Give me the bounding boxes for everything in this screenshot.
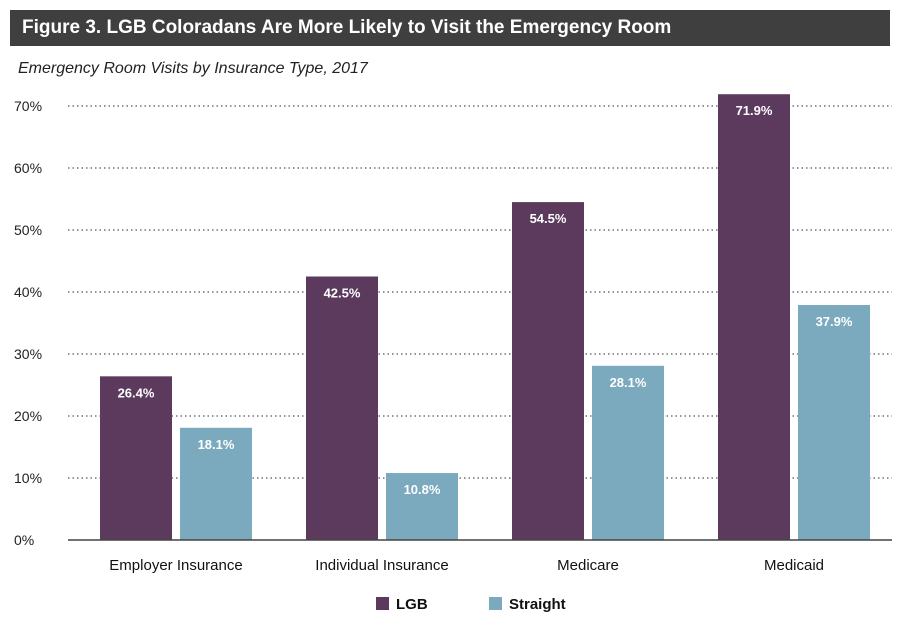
data-label: 71.9%	[736, 103, 773, 118]
bar-straight-2	[592, 365, 664, 540]
x-category-label: Employer Insurance	[109, 557, 242, 574]
y-tick-label: 40%	[14, 284, 42, 300]
legend-swatch-lgb	[376, 597, 389, 610]
legend: LGB Straight	[376, 596, 566, 613]
y-tick-label: 30%	[14, 346, 42, 362]
x-category-label: Medicaid	[764, 557, 824, 574]
bar-lgb-3	[718, 94, 790, 540]
data-label: 26.4%	[118, 385, 155, 400]
y-axis-ticks: 0% 10% 20% 30% 40% 50% 60% 70%	[14, 98, 42, 548]
legend-label-straight: Straight	[509, 596, 566, 613]
bar-straight-0	[180, 427, 252, 540]
y-tick-label: 50%	[14, 222, 42, 238]
bars: 26.4% 18.1% 42.5% 10.8% 54.5% 28.1% 71.9% 37.9%	[100, 94, 870, 540]
bar-straight-3	[798, 305, 870, 540]
data-label: 28.1%	[610, 375, 647, 390]
data-label: 18.1%	[198, 437, 235, 452]
bar-lgb-0	[100, 376, 172, 540]
y-tick-label: 0%	[14, 532, 34, 548]
chart-subtitle: Emergency Room Visits by Insurance Type,…	[18, 60, 368, 77]
y-tick-label: 70%	[14, 98, 42, 114]
legend-swatch-straight	[489, 597, 502, 610]
bar-lgb-2	[512, 202, 584, 540]
bar-lgb-1	[306, 276, 378, 540]
bar-straight-1	[386, 473, 458, 540]
data-label: 10.8%	[404, 482, 441, 497]
data-label: 42.5%	[324, 286, 361, 301]
y-tick-label: 20%	[14, 408, 42, 424]
y-tick-label: 60%	[14, 160, 42, 176]
chart-title: Figure 3. LGB Coloradans Are More Likely…	[10, 10, 890, 46]
x-category-label: Medicare	[557, 557, 619, 574]
legend-label-lgb: LGB	[396, 596, 428, 613]
y-tick-label: 10%	[14, 470, 42, 486]
data-label: 37.9%	[816, 314, 853, 329]
x-category-label: Individual Insurance	[315, 557, 448, 574]
data-label: 54.5%	[530, 211, 567, 226]
x-axis-categories: Employer Insurance Individual Insurance Me…	[109, 557, 824, 574]
